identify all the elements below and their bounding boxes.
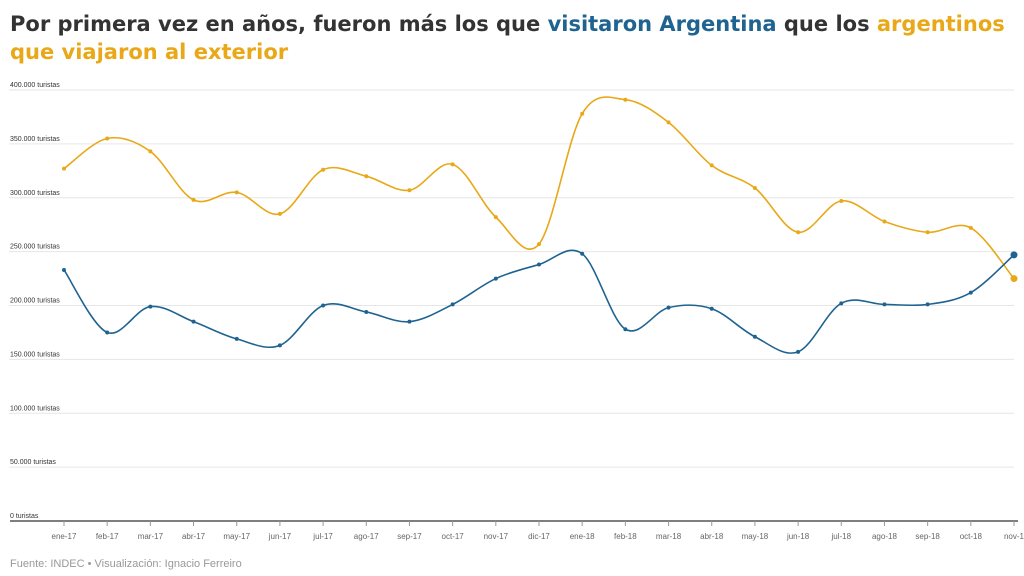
data-point-travelers[interactable] [234, 190, 239, 195]
title-part-3: que los [776, 12, 877, 36]
x-tick-label: jul-17 [312, 532, 333, 541]
y-tick-label: 300.000 turistas [10, 190, 60, 197]
title-highlight-travelers: argentinos que viajaron al exterior [10, 12, 1005, 64]
data-point-visitors[interactable] [364, 309, 369, 314]
data-point-travelers[interactable] [1010, 275, 1018, 283]
data-point-travelers[interactable] [882, 219, 887, 224]
data-point-travelers[interactable] [450, 162, 455, 167]
x-tick-label: abr-17 [182, 532, 206, 541]
data-point-visitors[interactable] [537, 262, 541, 267]
x-tick-label: abr-18 [700, 532, 724, 541]
data-point-travelers[interactable] [277, 211, 282, 216]
data-point-visitors[interactable] [796, 349, 801, 354]
data-point-visitors[interactable] [580, 251, 585, 256]
x-tick-label: jun-17 [268, 532, 292, 541]
data-point-visitors[interactable] [407, 319, 412, 324]
data-point-travelers[interactable] [839, 198, 844, 203]
x-tick-label: oct-17 [442, 532, 465, 541]
y-tick-label: 400.000 turistas [10, 82, 60, 89]
y-tick-label: 150.000 turistas [10, 351, 60, 358]
data-point-travelers[interactable] [407, 188, 412, 193]
data-point-visitors[interactable] [62, 267, 66, 272]
data-point-travelers[interactable] [925, 230, 930, 235]
data-point-travelers[interactable] [537, 242, 541, 247]
y-axis: 0 turistas 50.000 turistas 100.000 turista… [10, 82, 60, 520]
data-point-visitors[interactable] [925, 302, 930, 307]
data-point-travelers[interactable] [191, 197, 196, 202]
y-tick-label: 350.000 turistas [10, 136, 60, 143]
y-tick-label: 200.000 turistas [10, 298, 60, 305]
data-point-visitors[interactable] [1010, 251, 1018, 259]
title-part-1: Por primera vez en años, fueron más los … [10, 12, 548, 36]
data-point-travelers[interactable] [666, 120, 671, 125]
data-point-visitors[interactable] [105, 330, 110, 335]
data-point-visitors[interactable] [752, 334, 757, 339]
data-point-visitors[interactable] [666, 305, 671, 310]
x-tick-label: ago-17 [354, 532, 379, 541]
data-point-travelers[interactable] [580, 111, 585, 116]
x-tick-label: nov-1 [1004, 532, 1024, 541]
x-tick-label: mar-18 [656, 532, 682, 541]
data-point-visitors[interactable] [148, 304, 153, 309]
x-tick-label: nov-17 [484, 532, 509, 541]
x-tick-label: jul-18 [830, 532, 851, 541]
data-point-travelers[interactable] [493, 215, 498, 220]
data-point-visitors[interactable] [839, 301, 844, 306]
x-tick-label: may-18 [742, 532, 769, 541]
series-layer [62, 96, 1018, 354]
data-point-visitors[interactable] [968, 290, 973, 295]
data-point-visitors[interactable] [450, 302, 455, 307]
data-point-visitors[interactable] [709, 306, 714, 311]
y-tick-label: 100.000 turistas [10, 405, 60, 412]
data-point-travelers[interactable] [62, 166, 66, 171]
x-tick-label: feb-17 [96, 532, 119, 541]
data-point-travelers[interactable] [752, 186, 757, 191]
x-axis: ene-17 feb-17 mar-17 abr-17 may-17 jun-17 jul-… [10, 520, 1024, 541]
data-point-travelers[interactable] [709, 163, 714, 168]
title-highlight-visitors: visitaron Argentina [547, 12, 777, 36]
data-point-travelers[interactable] [321, 167, 326, 172]
data-point-travelers[interactable] [364, 174, 369, 179]
source-note: Fuente: INDEC • Visualización: Ignacio F… [10, 558, 242, 570]
data-point-travelers[interactable] [968, 225, 973, 230]
x-tick-label: jun-18 [786, 532, 810, 541]
y-tick-label: 250.000 turistas [10, 244, 60, 251]
data-point-travelers[interactable] [623, 97, 628, 102]
data-point-travelers[interactable] [148, 149, 153, 154]
grid-lines [9, 89, 1014, 468]
x-tick-label: ene-18 [570, 532, 595, 541]
data-point-travelers[interactable] [105, 136, 110, 141]
x-tick-label: mar-17 [138, 532, 164, 541]
chart-title: Por primera vez en años, fueron más los … [10, 10, 1010, 66]
y-tick-label: 0 turistas [10, 513, 39, 520]
data-point-visitors[interactable] [234, 336, 239, 341]
data-point-visitors[interactable] [493, 276, 498, 281]
x-tick-label: ago-18 [872, 532, 897, 541]
x-tick-label: feb-18 [614, 532, 637, 541]
y-tick-label: 50.000 turistas [10, 459, 56, 466]
x-tick-label: sep-18 [915, 532, 940, 541]
data-point-visitors[interactable] [277, 343, 282, 348]
data-point-visitors[interactable] [623, 327, 628, 332]
data-point-travelers[interactable] [796, 230, 801, 235]
x-tick-label: oct-18 [960, 532, 983, 541]
x-tick-label: ene-17 [52, 532, 77, 541]
data-point-visitors[interactable] [321, 303, 326, 308]
x-tick-label: may-17 [223, 532, 250, 541]
x-tick-label: sep-17 [397, 532, 422, 541]
data-point-visitors[interactable] [882, 302, 887, 307]
data-point-visitors[interactable] [191, 319, 196, 324]
x-tick-label: dic-17 [528, 532, 550, 541]
